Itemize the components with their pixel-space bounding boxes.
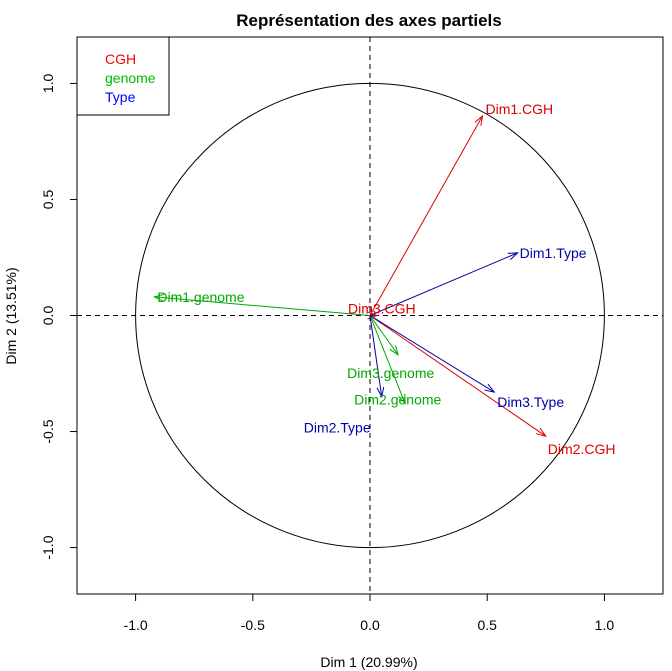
vector-dim2-genome — [369, 315, 406, 404]
x-tick-label: 0.0 — [360, 617, 380, 633]
y-tick-label: -1.0 — [40, 535, 56, 559]
arrowhead — [474, 114, 484, 126]
vector-dim3-type — [369, 315, 495, 393]
vector-label-dim2-genome: Dim2.genome — [354, 392, 441, 408]
y-tick-label: -0.5 — [40, 419, 56, 443]
arrowhead — [152, 293, 165, 302]
vector-dim1-genome — [154, 296, 371, 316]
arrowhead — [507, 252, 520, 261]
x-tick-label: 0.5 — [477, 617, 497, 633]
vector-dim2-type — [369, 315, 383, 397]
x-axis-label: Dim 1 (20.99%) — [320, 654, 417, 670]
legend-entry-genome: genome — [105, 70, 156, 86]
y-tick-label: 0.0 — [40, 306, 56, 326]
vector-dim1-cgh — [369, 115, 483, 316]
legend-box — [76, 36, 170, 116]
vector-dim3-genome — [369, 315, 399, 356]
arrowhead — [389, 345, 399, 357]
legend-entry-type: Type — [105, 89, 136, 105]
vector-dim2-cgh — [369, 315, 547, 437]
x-tick-label: 1.0 — [595, 617, 615, 633]
arrowhead — [376, 386, 385, 399]
vector-label-dim1-genome: Dim1.genome — [157, 289, 244, 305]
vector-label-dim3-genome: Dim3.genome — [347, 365, 434, 381]
arrowhead — [535, 427, 548, 438]
y-tick-label: 0.5 — [40, 190, 56, 210]
arrowhead — [398, 393, 406, 406]
legend-entry-cgh: CGH — [105, 51, 136, 67]
y-axis-label: Dim 2 (13.51%) — [3, 267, 19, 364]
chart-title: Représentation des axes partiels — [236, 11, 502, 30]
vector-label-dim2-cgh: Dim2.CGH — [548, 441, 616, 457]
vector-dim1-type — [369, 252, 518, 316]
vector-label-dim3-type: Dim3.Type — [497, 394, 564, 410]
y-tick-label: 1.0 — [40, 73, 56, 93]
x-tick-label: -0.5 — [241, 617, 265, 633]
plot-layer: -1.0 -0.5 0.0 0.5 1.0 -1.0 -0.5 0.0 0.5 1.0 Dim1.C… — [40, 36, 664, 633]
vector-label-dim1-type: Dim1.Type — [520, 245, 587, 261]
vector-label-dim3-cgh: Dim3.CGH — [348, 301, 416, 317]
arrowhead — [484, 383, 496, 393]
vector-label-dim2-type: Dim2.Type — [304, 420, 371, 436]
x-tick-label: -1.0 — [124, 617, 148, 633]
vector-label-dim1-cgh: Dim1.CGH — [486, 101, 554, 117]
